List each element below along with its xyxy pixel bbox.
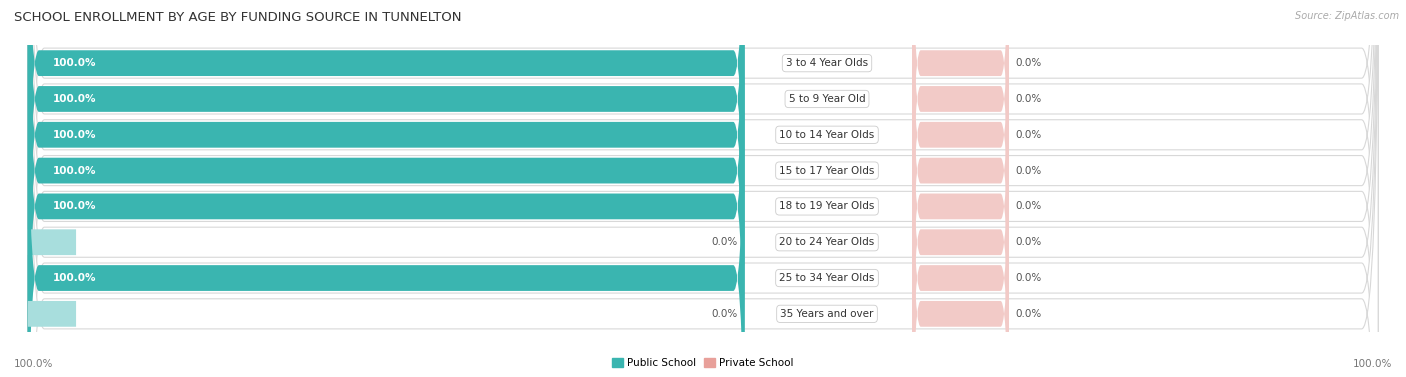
FancyBboxPatch shape — [28, 0, 1378, 377]
FancyBboxPatch shape — [912, 76, 1010, 377]
FancyBboxPatch shape — [912, 0, 1010, 372]
FancyBboxPatch shape — [28, 0, 1378, 377]
Text: 100.0%: 100.0% — [52, 130, 96, 140]
FancyBboxPatch shape — [912, 0, 1010, 301]
FancyBboxPatch shape — [912, 0, 1010, 337]
Text: 0.0%: 0.0% — [1015, 237, 1042, 247]
Text: 0.0%: 0.0% — [711, 309, 738, 319]
Text: 0.0%: 0.0% — [1015, 58, 1042, 68]
FancyBboxPatch shape — [912, 112, 1010, 377]
FancyBboxPatch shape — [28, 229, 76, 255]
FancyBboxPatch shape — [28, 0, 744, 372]
FancyBboxPatch shape — [28, 0, 1378, 377]
Text: 100.0%: 100.0% — [14, 359, 53, 369]
Text: 0.0%: 0.0% — [1015, 166, 1042, 176]
FancyBboxPatch shape — [28, 0, 744, 377]
FancyBboxPatch shape — [912, 0, 1010, 265]
FancyBboxPatch shape — [28, 0, 744, 377]
Text: 100.0%: 100.0% — [52, 58, 96, 68]
Text: 100.0%: 100.0% — [52, 166, 96, 176]
FancyBboxPatch shape — [912, 40, 1010, 377]
Text: 0.0%: 0.0% — [1015, 309, 1042, 319]
FancyBboxPatch shape — [28, 0, 1378, 377]
Text: 0.0%: 0.0% — [1015, 94, 1042, 104]
Text: 100.0%: 100.0% — [52, 201, 96, 211]
Text: 100.0%: 100.0% — [52, 94, 96, 104]
Text: 3 to 4 Year Olds: 3 to 4 Year Olds — [786, 58, 868, 68]
Text: 5 to 9 Year Old: 5 to 9 Year Old — [789, 94, 865, 104]
FancyBboxPatch shape — [28, 0, 1378, 377]
FancyBboxPatch shape — [28, 0, 1378, 377]
Text: 35 Years and over: 35 Years and over — [780, 309, 873, 319]
Text: 18 to 19 Year Olds: 18 to 19 Year Olds — [779, 201, 875, 211]
FancyBboxPatch shape — [28, 301, 76, 327]
FancyBboxPatch shape — [28, 5, 744, 377]
FancyBboxPatch shape — [28, 0, 744, 337]
Text: 100.0%: 100.0% — [1353, 359, 1392, 369]
Text: 0.0%: 0.0% — [1015, 201, 1042, 211]
Text: 10 to 14 Year Olds: 10 to 14 Year Olds — [779, 130, 875, 140]
Text: 0.0%: 0.0% — [1015, 273, 1042, 283]
Text: 20 to 24 Year Olds: 20 to 24 Year Olds — [779, 237, 875, 247]
Text: 0.0%: 0.0% — [1015, 130, 1042, 140]
FancyBboxPatch shape — [912, 5, 1010, 377]
Text: 25 to 34 Year Olds: 25 to 34 Year Olds — [779, 273, 875, 283]
Text: Source: ZipAtlas.com: Source: ZipAtlas.com — [1295, 11, 1399, 21]
Legend: Public School, Private School: Public School, Private School — [609, 354, 797, 372]
FancyBboxPatch shape — [28, 0, 744, 377]
Text: 15 to 17 Year Olds: 15 to 17 Year Olds — [779, 166, 875, 176]
Text: SCHOOL ENROLLMENT BY AGE BY FUNDING SOURCE IN TUNNELTON: SCHOOL ENROLLMENT BY AGE BY FUNDING SOUR… — [14, 11, 461, 24]
FancyBboxPatch shape — [28, 0, 1378, 377]
Text: 100.0%: 100.0% — [52, 273, 96, 283]
FancyBboxPatch shape — [28, 0, 1378, 377]
Text: 0.0%: 0.0% — [711, 237, 738, 247]
